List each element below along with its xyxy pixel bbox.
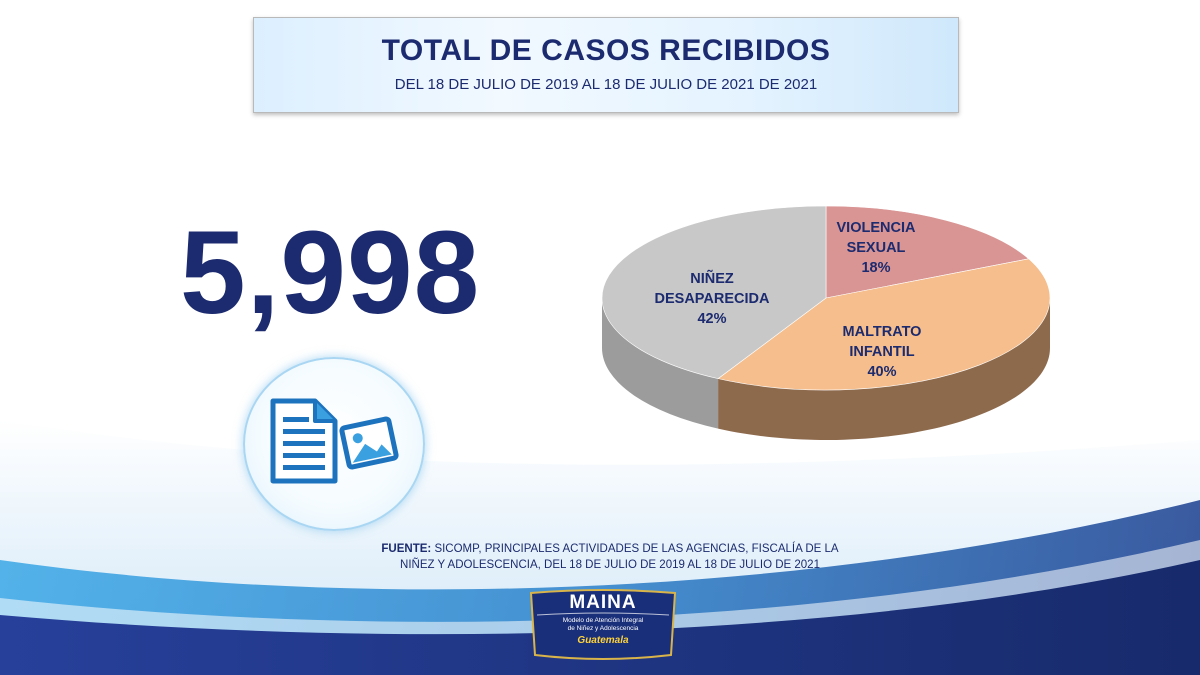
- pie-side-1: [718, 298, 1050, 440]
- logo-tagline: Modelo de Atención Integral de Niñez y A…: [562, 617, 644, 632]
- pie-label-2: NIÑEZ DESAPARECIDA 42%: [655, 269, 770, 327]
- source-line-1: SICOMP, PRINCIPALES ACTIVIDADES DE LAS A…: [431, 543, 839, 555]
- pie-side-2: [602, 298, 719, 429]
- source-line-2: NIÑEZ Y ADOLESCENCIA, DEL 18 DE JULIO DE…: [400, 559, 820, 571]
- cases-icon-badge: [243, 357, 425, 531]
- pie-slice-0: [825, 205, 1030, 299]
- source-note: FUENTE: SICOMP, PRINCIPALES ACTIVIDADES …: [300, 541, 920, 573]
- image-icon: [339, 416, 399, 470]
- title-box: TOTAL DE CASOS RECIBIDOS DEL 18 DE JULIO…: [253, 17, 959, 113]
- document-icon: [270, 398, 338, 484]
- total-cases-value: 5,998: [180, 207, 481, 339]
- pie-label-1: MALTRATO INFANTIL 40%: [843, 324, 922, 380]
- source-label: FUENTE:: [381, 543, 432, 555]
- page-title: TOTAL DE CASOS RECIBIDOS: [381, 34, 831, 67]
- maina-logo: MAINA Modelo de Atención Integral de Niñ…: [527, 589, 679, 661]
- pie-slice-1: [717, 258, 1051, 391]
- page-subtitle: DEL 18 DE JULIO DE 2019 AL 18 DE JULIO D…: [394, 76, 818, 93]
- logo-name: MAINA: [569, 592, 637, 613]
- logo-country: Guatemala: [577, 635, 629, 646]
- pie-slice-2: [601, 205, 827, 379]
- pie-label-0: VIOLENCIA SEXUAL 18%: [837, 220, 916, 276]
